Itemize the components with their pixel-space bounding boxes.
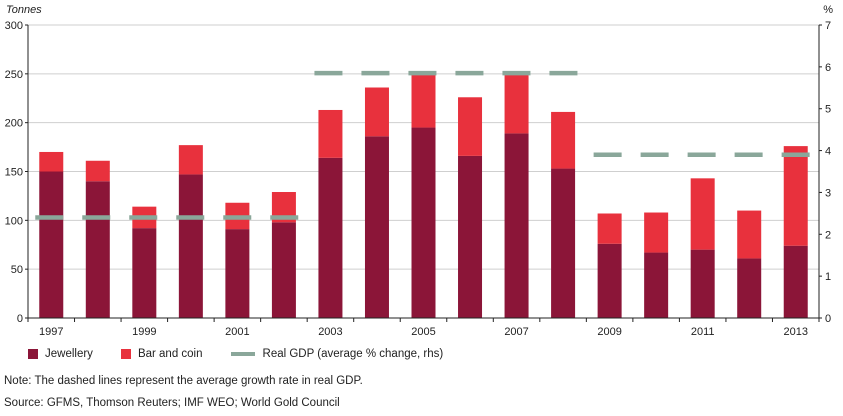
y2-tick-label: 3: [825, 187, 831, 199]
bar-bar-and-coin-2008: [551, 111, 576, 169]
bar-bar-and-coin-2007: [504, 74, 529, 134]
bar-jewellery-2002: [271, 222, 296, 318]
legend-item-bar-and-coin: Bar and coin: [120, 348, 203, 360]
bar-bar-and-coin-2009: [597, 213, 622, 244]
x-tick-label: 2013: [783, 326, 807, 338]
bar-bar-and-coin-2003: [318, 109, 343, 158]
y-tick-label: 200: [5, 118, 23, 130]
bar-bar-and-coin-2013: [783, 146, 808, 246]
y-tick-label: 0: [17, 313, 23, 325]
x-tick-label: 2005: [411, 326, 435, 338]
bar-bar-and-coin-2005: [411, 72, 436, 128]
y2-tick-label: 6: [825, 62, 831, 74]
bar-bar-and-coin-2011: [690, 178, 715, 250]
right-axis-title: %: [823, 4, 833, 16]
x-tick-label: 2001: [225, 326, 249, 338]
x-tick-label: 2003: [318, 326, 342, 338]
bar-jewellery-2011: [690, 249, 715, 318]
bar-bar-and-coin-2006: [458, 97, 483, 156]
y2-tick-label: 1: [825, 271, 831, 283]
bar-jewellery-2008: [551, 168, 576, 318]
bar-jewellery-2007: [504, 133, 529, 318]
y-tick-label: 150: [5, 167, 23, 179]
bar-jewellery-2005: [411, 127, 436, 318]
real-gdp-swatch: [230, 352, 255, 356]
bar-jewellery-2010: [644, 252, 669, 318]
left-axis-title: Tonnes: [6, 4, 42, 16]
bar-jewellery-2001: [225, 229, 250, 318]
legend-label-jewellery: Jewellery: [45, 348, 93, 360]
bar-bar-and-coin-2004: [364, 87, 389, 137]
bars: [39, 72, 808, 318]
x-tick-label: 1997: [39, 326, 63, 338]
legend-item-real-gdp: Real GDP (average % change, rhs): [230, 348, 444, 360]
x-tick-label: 2009: [597, 326, 621, 338]
legend-label-real-gdp: Real GDP (average % change, rhs): [262, 348, 444, 360]
y2-tick-label: 5: [825, 104, 831, 116]
chart-note: Note: The dashed lines represent the ave…: [4, 375, 363, 387]
bar-and-coin-swatch: [120, 349, 131, 359]
y-tick-label: 250: [5, 69, 23, 81]
bar-jewellery-1999: [132, 228, 157, 318]
legend-item-jewellery: Jewellery: [28, 348, 93, 360]
gdp-line: [35, 70, 812, 220]
bar-bar-and-coin-1997: [39, 151, 64, 172]
stacked-bar-chart: 0 50 100 150 200 250 300 0 1 2 3 4 5 6 7 1997 1999 2001 20…: [5, 4, 834, 338]
bar-jewellery-2006: [458, 155, 483, 318]
x-tick-label: 2011: [691, 326, 715, 338]
legend-label-bar-and-coin: Bar and coin: [137, 348, 203, 360]
bar-jewellery-2000: [178, 174, 203, 318]
x-tick-label: 2007: [504, 326, 528, 338]
y-tick-label: 300: [5, 20, 23, 32]
bar-bar-and-coin-2012: [737, 210, 762, 259]
bar-jewellery-2012: [737, 258, 762, 318]
legend: Jewellery Bar and coin Real GDP (average…: [28, 348, 471, 360]
y2-tick-label: 4: [825, 146, 831, 158]
bar-bar-and-coin-1998: [85, 160, 110, 182]
bar-jewellery-1998: [85, 181, 110, 318]
bar-jewellery-2004: [364, 136, 389, 318]
y-tick-label: 100: [5, 215, 23, 227]
bar-jewellery-2009: [597, 243, 622, 318]
jewellery-swatch: [28, 349, 38, 359]
y2-tick-label: 7: [825, 20, 831, 32]
y-tick-label: 50: [11, 264, 23, 276]
y2-tick-label: 0: [825, 313, 831, 325]
axes: 0 50 100 150 200 250 300 0 1 2 3 4 5 6 7 1997 1999 2001 20…: [5, 20, 831, 338]
x-tick-label: 1999: [132, 326, 156, 338]
bar-bar-and-coin-2010: [644, 212, 669, 253]
bar-jewellery-1997: [39, 171, 64, 318]
bar-jewellery-2003: [318, 157, 343, 318]
bar-jewellery-2013: [783, 245, 808, 318]
y2-tick-label: 2: [825, 229, 831, 241]
bar-bar-and-coin-2000: [178, 145, 203, 175]
chart-source: Source: GFMS, Thomson Reuters; IMF WEO; …: [4, 397, 340, 409]
